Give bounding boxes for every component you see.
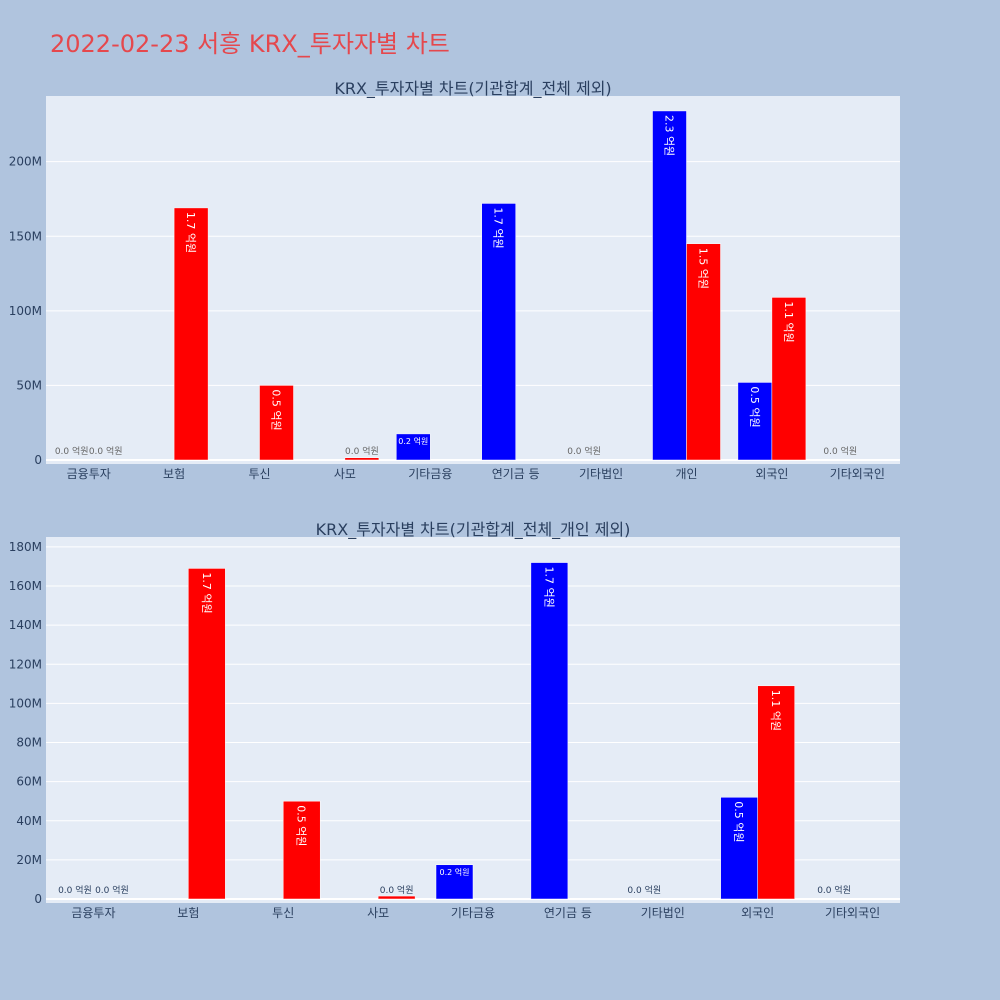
bar-red <box>188 568 226 900</box>
data-label: 1.5 억원 <box>697 248 710 289</box>
y-tick-label: 150M <box>9 229 42 243</box>
bar-red <box>686 243 721 461</box>
x-tick-label: 기타외국인 <box>830 467 885 481</box>
x-tick-label: 투신 <box>272 906 294 920</box>
data-label: 0.0 억원 <box>58 884 92 896</box>
x-tick-label: 기타외국인 <box>825 906 880 920</box>
bar-blue <box>720 797 758 900</box>
x-tick-label: 금융투자 <box>71 906 115 920</box>
data-label: 0.0 억원 <box>380 884 414 896</box>
bar-red <box>771 297 807 461</box>
data-label: 1.1 억원 <box>782 301 795 342</box>
data-label: 0.5 억원 <box>748 386 761 427</box>
y-tick-label: 180M <box>9 540 42 554</box>
data-label: 1.1 억원 <box>769 690 782 731</box>
data-label: 0.0 억원 <box>567 445 601 457</box>
x-tick-label: 사모 <box>367 906 389 920</box>
y-tick-label: 0 <box>34 892 42 906</box>
data-label: 1.7 억원 <box>542 567 555 608</box>
data-label: 0.0 억원 <box>89 445 123 457</box>
y-tick-label: 80M <box>16 736 42 750</box>
bar-blue <box>652 110 687 461</box>
x-tick-label: 기타법인 <box>579 467 623 481</box>
data-label: 2.3 억원 <box>663 115 676 156</box>
bar-red <box>344 457 380 461</box>
y-tick-label: 100M <box>9 696 42 710</box>
x-tick-label: 외국인 <box>755 467 788 481</box>
bar-blue <box>530 562 569 900</box>
data-label: 0.2 억원 <box>440 867 470 877</box>
page-title: 2022-02-23 서흥 KRX_투자자별 차트 <box>50 30 450 58</box>
y-tick-label: 100M <box>9 304 42 318</box>
y-tick-label: 0 <box>34 453 42 467</box>
bar-red <box>259 385 294 461</box>
data-label: 0.5 억원 <box>732 801 745 842</box>
x-tick-label: 기타금융 <box>451 906 495 920</box>
bar-red <box>282 800 321 900</box>
bar-blue <box>435 864 474 900</box>
data-label: 0.0 억원 <box>627 884 661 896</box>
x-tick-label: 보험 <box>163 467 185 481</box>
y-tick-label: 160M <box>9 579 42 593</box>
x-tick-label: 기타금융 <box>408 467 452 481</box>
bar-red <box>173 207 209 461</box>
y-tick-label: 120M <box>9 657 42 671</box>
bar-red <box>377 895 416 900</box>
bar-blue <box>481 203 516 461</box>
chart-title-1: KRX_투자자별 차트(기관합계_전체 제외) <box>334 79 611 99</box>
x-tick-label: 보험 <box>177 906 199 920</box>
bar-red <box>757 685 795 900</box>
x-tick-label: 기타법인 <box>641 906 685 920</box>
x-tick-label: 투신 <box>248 467 270 481</box>
data-label: 0.5 억원 <box>270 389 283 430</box>
bar-blue <box>396 433 431 461</box>
y-tick-label: 60M <box>16 775 42 789</box>
data-label: 0.0 억원 <box>55 445 89 457</box>
x-tick-label: 연기금 등 <box>544 906 592 920</box>
data-label: 0.0 억원 <box>345 445 379 457</box>
data-label: 1.7 억원 <box>184 212 197 253</box>
data-label: 1.7 억원 <box>492 207 505 248</box>
x-tick-label: 사모 <box>334 467 356 481</box>
data-label: 0.0 억원 <box>817 884 851 896</box>
x-tick-label: 연기금 등 <box>492 467 540 481</box>
y-tick-label: 200M <box>9 155 42 169</box>
data-label: 0.0 억원 <box>823 445 857 457</box>
chart-title-2: KRX_투자자별 차트(기관합계_전체_개인 제외) <box>316 520 631 540</box>
y-tick-label: 140M <box>9 618 42 632</box>
y-tick-label: 50M <box>16 378 42 392</box>
data-label: 0.2 억원 <box>398 436 428 446</box>
data-label: 0.5 억원 <box>295 805 308 846</box>
y-tick-label: 20M <box>16 853 42 867</box>
x-tick-label: 금융투자 <box>67 467 111 481</box>
data-label: 1.7 억원 <box>200 572 213 613</box>
x-tick-label: 외국인 <box>741 906 774 920</box>
bar-blue <box>737 382 773 461</box>
y-tick-label: 40M <box>16 814 42 828</box>
x-tick-label: 개인 <box>675 467 697 481</box>
data-label: 0.0 억원 <box>95 884 129 896</box>
